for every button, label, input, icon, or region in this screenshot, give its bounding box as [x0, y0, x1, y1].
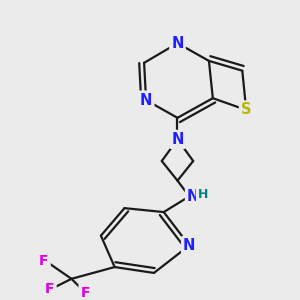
Text: N: N: [187, 189, 200, 204]
Text: N: N: [171, 132, 184, 147]
Text: F: F: [39, 254, 49, 268]
Text: N: N: [140, 93, 152, 108]
Text: N: N: [183, 238, 196, 253]
Text: S: S: [241, 103, 251, 118]
Text: F: F: [80, 286, 90, 300]
Text: N: N: [171, 36, 184, 51]
Text: H: H: [198, 188, 208, 201]
Text: F: F: [45, 282, 55, 296]
